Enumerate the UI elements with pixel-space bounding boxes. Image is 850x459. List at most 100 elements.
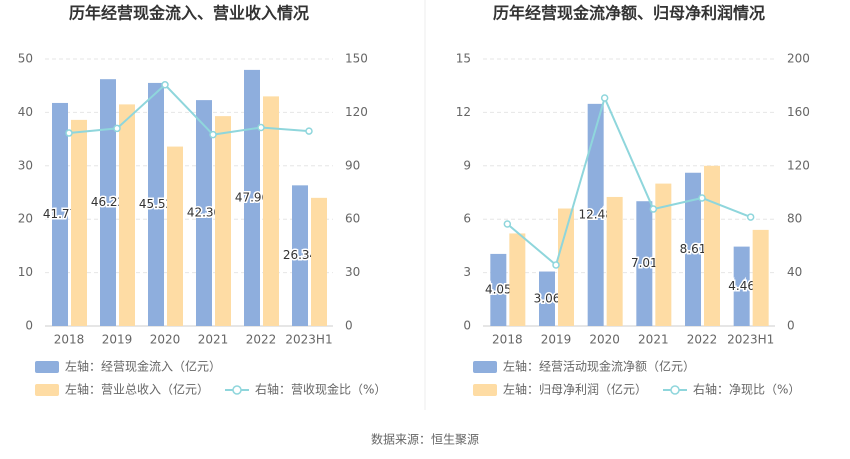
value-label: 42.30 xyxy=(187,206,221,220)
legend-label: 左轴：经营现金流入（亿元） xyxy=(65,359,221,374)
bar xyxy=(148,82,164,326)
line-point xyxy=(552,261,560,269)
chart-title: 历年经营现金流入、营业收入情况 xyxy=(69,4,309,23)
x-tick-label: 2022 xyxy=(687,333,718,347)
x-tick-label: 2018 xyxy=(492,333,523,347)
y-tick-label: 0 xyxy=(463,319,471,333)
x-tick-label: 2019 xyxy=(541,333,572,347)
legend-label: 左轴：归母净利润（亿元） xyxy=(503,382,647,397)
bar xyxy=(490,253,507,326)
y-tick-label: 50 xyxy=(18,52,33,66)
line xyxy=(506,95,752,267)
legend-swatch xyxy=(670,385,680,395)
y2-tick-label: 160 xyxy=(787,105,810,119)
bar xyxy=(244,69,260,326)
y2-tick-label: 200 xyxy=(787,52,810,66)
x-tick-label: 2021 xyxy=(198,333,229,347)
legend-label: 左轴：营业总收入（亿元） xyxy=(65,382,209,397)
legend-swatch xyxy=(473,384,497,396)
y-tick-label: 12 xyxy=(456,105,471,119)
x-tick-label: 2023H1 xyxy=(727,333,774,347)
bar xyxy=(509,233,526,326)
bar xyxy=(558,208,574,326)
value-label: 7.01 xyxy=(631,256,658,270)
value-label: 8.61 xyxy=(680,242,707,256)
x-tick-label: 2020 xyxy=(589,333,620,347)
bar xyxy=(636,201,653,326)
line xyxy=(68,83,310,136)
y2-tick-label: 120 xyxy=(345,105,368,119)
y-tick-label: 9 xyxy=(463,158,471,172)
legend-swatch xyxy=(35,384,59,396)
line-point xyxy=(161,81,169,89)
legend-label: 右轴：净现比（%） xyxy=(693,382,800,397)
line-point xyxy=(746,213,755,221)
y2-tick-label: 150 xyxy=(345,52,368,66)
y-tick-label: 0 xyxy=(25,319,33,333)
line-point xyxy=(600,94,609,102)
bar xyxy=(167,146,183,326)
value-label: 47.96 xyxy=(235,190,269,204)
legend-label: 左轴：经营活动现金流净额（亿元） xyxy=(503,359,695,374)
y2-tick-label: 0 xyxy=(345,319,353,333)
bar xyxy=(71,119,87,326)
x-tick-label: 2018 xyxy=(54,333,85,347)
y2-tick-label: 80 xyxy=(787,212,802,226)
line-point xyxy=(698,194,706,202)
line-point xyxy=(503,220,512,228)
bar xyxy=(119,104,135,326)
y-tick-label: 30 xyxy=(18,158,33,172)
bar xyxy=(100,79,116,326)
x-tick-label: 2019 xyxy=(102,333,133,347)
x-tick-label: 2023H1 xyxy=(285,333,332,347)
y-tick-label: 20 xyxy=(18,212,33,226)
line-point xyxy=(257,123,265,132)
bar xyxy=(733,246,750,326)
bar xyxy=(685,172,701,326)
bar xyxy=(606,196,623,326)
bar xyxy=(215,116,231,326)
y2-tick-label: 60 xyxy=(345,212,360,226)
bar xyxy=(539,271,555,326)
y-tick-label: 3 xyxy=(463,265,471,279)
bar xyxy=(655,183,672,326)
value-label: 46.22 xyxy=(91,195,125,209)
value-label: 45.52 xyxy=(139,197,173,211)
line-point xyxy=(305,127,313,135)
bar xyxy=(52,102,68,326)
value-label: 26.34 xyxy=(283,248,317,262)
bar xyxy=(263,96,279,326)
legend-swatch xyxy=(473,361,497,373)
line-point xyxy=(209,130,217,139)
line-point xyxy=(65,129,73,137)
value-label: 3.06 xyxy=(534,291,561,305)
legend-swatch xyxy=(232,385,242,395)
bar xyxy=(587,103,604,326)
line-point xyxy=(113,124,121,133)
y-tick-label: 10 xyxy=(18,265,33,279)
legend-swatch xyxy=(35,361,59,373)
x-tick-label: 2021 xyxy=(638,333,669,347)
line-point xyxy=(649,205,658,213)
y2-tick-label: 40 xyxy=(787,265,802,279)
x-tick-label: 2022 xyxy=(246,333,277,347)
y2-tick-label: 0 xyxy=(787,319,795,333)
value-label: 4.46 xyxy=(728,279,755,293)
y-tick-label: 40 xyxy=(18,105,33,119)
y2-tick-label: 30 xyxy=(345,265,360,279)
y2-tick-label: 90 xyxy=(345,158,360,172)
value-label: 12.48 xyxy=(578,207,612,221)
value-label: 4.05 xyxy=(485,282,512,296)
value-label: 41.77 xyxy=(43,207,77,221)
y-tick-label: 6 xyxy=(463,212,471,226)
bar xyxy=(704,165,720,326)
bar xyxy=(311,197,327,326)
legend-label: 右轴：营收现金比（%） xyxy=(255,382,386,397)
source: 数据来源：恒生聚源 xyxy=(371,432,479,447)
bar xyxy=(196,100,212,326)
bar xyxy=(292,185,308,326)
y2-tick-label: 120 xyxy=(787,158,810,172)
bar xyxy=(752,229,769,326)
x-tick-label: 2020 xyxy=(150,333,181,347)
